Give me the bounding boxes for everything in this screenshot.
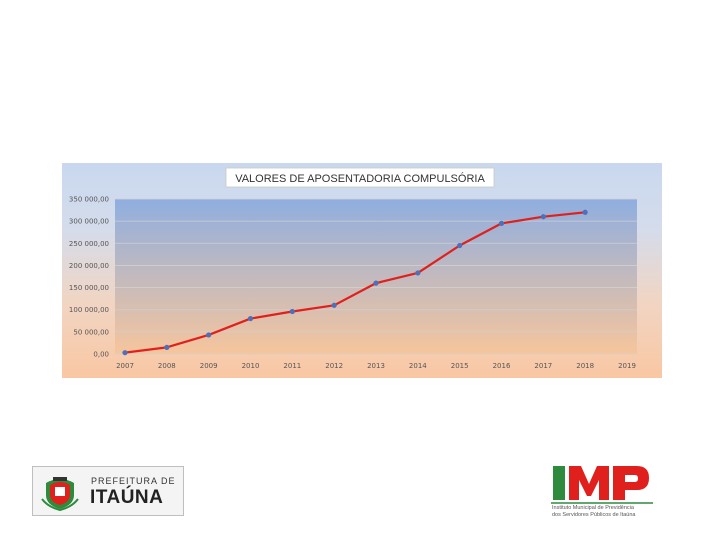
line-chart: 0,00 50 000,00 100 000,00 150 000,00 200 000… [69, 167, 637, 370]
x-tick-label: 2014 [409, 362, 427, 370]
data-point [415, 270, 421, 276]
x-tick-label: 2013 [367, 362, 385, 370]
imp-letters-logo [551, 466, 653, 504]
y-tick-label: 100 000,00 [69, 306, 109, 314]
data-point [122, 350, 128, 356]
y-tick-label: 250 000,00 [69, 240, 109, 248]
city-seal-icon [41, 477, 79, 511]
data-point [457, 242, 463, 249]
logo-left-line2: ITAÚNA [90, 487, 164, 508]
x-tick-label: 2010 [242, 362, 260, 370]
x-tick-label: 2009 [200, 362, 218, 370]
x-tick-labels: 2007 2008 2009 2010 2011 2012 2013 2014 2015 2016… [116, 362, 636, 370]
imp-subtitle-line2: dos Servidores Públicos de Itaúna [552, 512, 636, 518]
data-point [373, 280, 379, 286]
x-tick-label: 2019 [618, 362, 636, 370]
data-point [498, 220, 505, 226]
x-tick-label: 2015 [451, 362, 469, 370]
y-tick-label: 350 000,00 [69, 196, 109, 204]
y-tick-label: 150 000,00 [69, 284, 109, 292]
x-tick-label: 2017 [534, 362, 552, 370]
prefeitura-itauna-logo: PREFEITURA DE ITAÚNA [32, 466, 184, 516]
x-tick-label: 2012 [325, 362, 343, 370]
data-point [540, 214, 546, 220]
data-point [247, 315, 254, 322]
x-tick-label: 2016 [493, 362, 511, 370]
grid-layer [115, 198, 637, 355]
x-tick-label: 2008 [158, 362, 176, 370]
y-tick-label: 300 000,00 [69, 218, 109, 226]
data-point [331, 302, 337, 308]
x-tick-label: 2011 [283, 362, 301, 370]
data-point [582, 209, 588, 215]
imp-subtitle-line1: Instituto Municipal de Previdência [552, 505, 634, 511]
y-tick-label: 0,00 [93, 351, 109, 359]
data-point [206, 332, 212, 338]
y-tick-label: 50 000,00 [73, 328, 109, 336]
x-tick-label: 2007 [116, 362, 134, 370]
chart-title-box [225, 167, 495, 188]
series-line [124, 211, 586, 354]
x-tick-label: 2018 [576, 362, 594, 370]
logo-left-line1: PREFEITURA DE [91, 476, 176, 486]
data-point [164, 344, 170, 350]
imp-logo: Instituto Municipal de Previdência dos S… [547, 462, 657, 522]
y-tick-label: 200 000,00 [69, 262, 109, 270]
plot-area [115, 199, 637, 354]
chart-panel: 0,00 50 000,00 100 000,00 150 000,00 200 000… [62, 163, 662, 378]
chart-title: VALORES DE APOSENTADORIA COMPULSÓRIA [235, 172, 485, 185]
y-tick-labels: 0,00 50 000,00 100 000,00 150 000,00 200 000… [69, 196, 109, 359]
data-point [289, 308, 295, 315]
series-layer [122, 209, 588, 356]
